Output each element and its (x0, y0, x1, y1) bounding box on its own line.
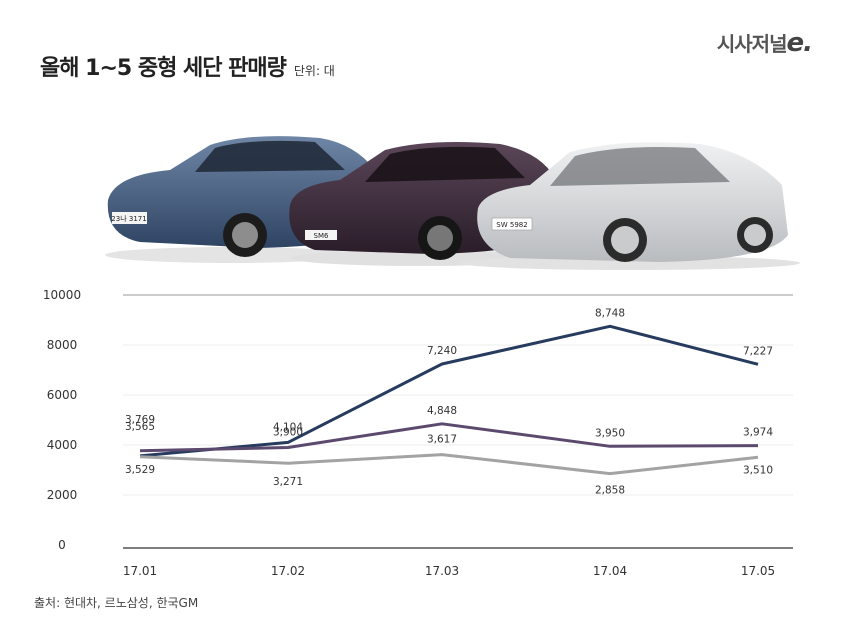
data-label: 3,769 (125, 414, 155, 426)
logo-text: 시사저널 (716, 32, 788, 56)
data-label: 3,271 (273, 476, 303, 488)
plate-car-3: SW 5982 (496, 221, 527, 229)
series-group (139, 324, 759, 476)
data-label: 7,240 (427, 345, 457, 357)
source-note: 출처: 현대차, 르노삼성, 한국GM (34, 596, 199, 610)
plate-car-1: 23나 3171 (111, 214, 146, 223)
publisher-logo: 시사저널e. (716, 28, 813, 58)
y-tick-label: 4000 (47, 438, 78, 452)
x-axis: 17.01 17.02 17.03 17.04 17.05 (123, 547, 793, 578)
series-line-2 (139, 422, 759, 453)
data-label: 2,858 (595, 485, 625, 497)
data-label: 3,900 (273, 427, 303, 439)
y-axis: 0 2000 4000 6000 8000 10000 (43, 288, 81, 552)
y-tick-label: 8000 (47, 338, 78, 352)
logo-mark: e. (786, 28, 812, 58)
data-label: 4,848 (427, 405, 457, 417)
data-label: 3,617 (427, 434, 457, 446)
car-illustration: 23나 3171 SM6 SW 5982 (105, 136, 800, 270)
data-label: 3,529 (125, 464, 155, 476)
series-line-3 (139, 453, 759, 476)
title-group: 올해 1~5 중형 세단 판매량 단위: 대 (40, 50, 335, 82)
data-labels: 3,565 4,104 7,240 8,748 7,227 3,769 3,900 4,848… (125, 307, 773, 496)
x-tick-label: 17.02 (271, 564, 305, 578)
y-tick-label: 2000 (47, 488, 78, 502)
page-title: 올해 1~5 중형 세단 판매량 (40, 56, 287, 81)
data-label: 3,565 (125, 421, 155, 433)
y-tick-label: 0 (58, 538, 66, 552)
data-label: 3,950 (595, 427, 625, 439)
x-tick-label: 17.03 (425, 564, 459, 578)
x-tick-label: 17.01 (123, 564, 157, 578)
unit-label: 단위: 대 (293, 64, 335, 78)
series-line-1 (139, 324, 759, 458)
data-label: 3,974 (743, 427, 773, 439)
data-label: 3,510 (743, 464, 773, 476)
plate-car-2: SM6 (314, 232, 329, 240)
x-tick-label: 17.05 (741, 564, 775, 578)
car-silver (460, 142, 800, 270)
y-tick-label: 10000 (43, 288, 81, 302)
y-tick-label: 6000 (47, 388, 78, 402)
data-label: 7,227 (743, 345, 773, 357)
data-label: 8,748 (595, 307, 625, 319)
x-tick-label: 17.04 (593, 564, 627, 578)
data-label: 4,104 (273, 421, 303, 433)
